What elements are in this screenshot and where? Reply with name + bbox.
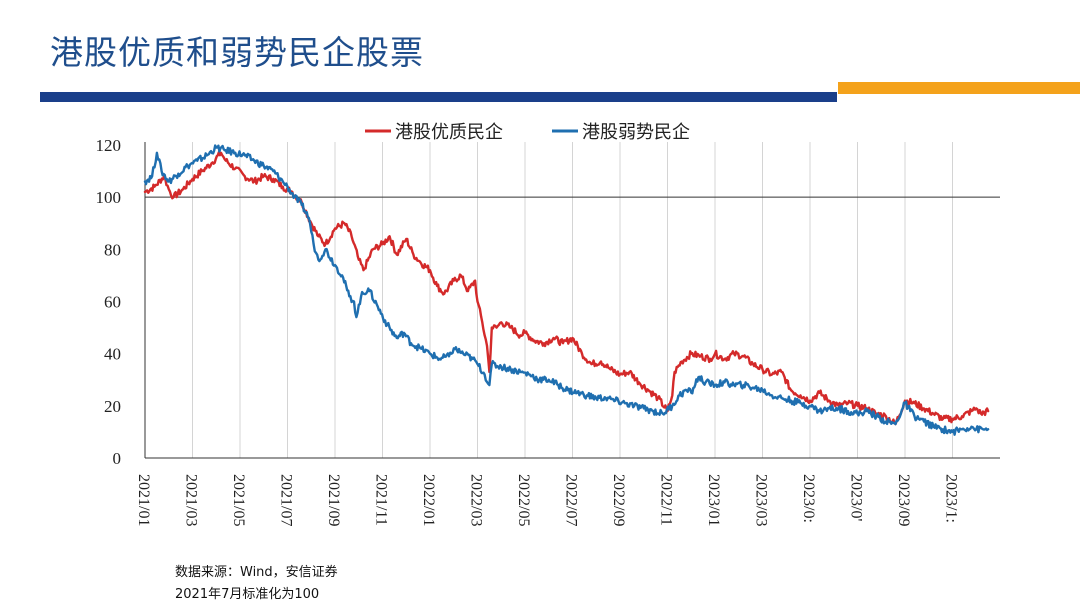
x-tick-label: 2023/0'	[848, 474, 865, 521]
x-tick-label: 2021/05	[230, 474, 247, 526]
series-line-quality	[143, 150, 990, 426]
x-tick-label: 2021/11	[373, 474, 390, 526]
x-tick-label: 2021/01	[135, 474, 152, 526]
legend-label: 港股弱势民企	[582, 122, 690, 143]
y-tick-label: 120	[96, 136, 122, 155]
x-tick-label: 2022/09	[610, 474, 627, 526]
chart-axes: 0 20 40 60 80 100 120 2021/01 2021/03 2021/05 2021…	[96, 136, 1000, 526]
x-tick-label: 2022/03	[468, 474, 485, 526]
x-tick-label: 2022/11	[658, 474, 675, 526]
x-tick-label: 2023/1:	[943, 474, 960, 523]
x-tick-label: 2021/03	[183, 474, 200, 526]
normalization-note: 2021年7月标准化为100	[175, 587, 320, 602]
header-bar-orange	[838, 82, 1080, 94]
y-tick-label: 80	[104, 240, 121, 259]
y-tick-label: 100	[96, 188, 122, 207]
page-title: 港股优质和弱势民企股票	[50, 33, 424, 72]
x-tick-label: 2023/0:	[800, 474, 817, 523]
x-tick-label: 2023/09	[895, 474, 912, 526]
y-tick-label: 40	[104, 345, 121, 364]
series-line-weak	[143, 144, 990, 436]
header-bar-blue	[40, 92, 837, 102]
x-tick-label: 2022/01	[420, 474, 437, 526]
x-tick-label: 2021/07	[278, 474, 295, 526]
y-tick-label: 20	[104, 397, 121, 416]
y-tick-label: 60	[104, 293, 121, 312]
source-note: 数据来源：Wind，安信证券	[175, 565, 338, 580]
x-tick-label: 2022/07	[563, 474, 580, 526]
x-tick-label: 2022/05	[515, 474, 532, 526]
x-tick-label: 2021/09	[325, 474, 342, 526]
y-tick-label: 0	[113, 449, 122, 468]
legend-label: 港股优质民企	[395, 122, 503, 143]
x-tick-label: 2023/01	[705, 474, 722, 526]
chart-series	[143, 144, 990, 436]
chart-legend: 港股优质民企 港股弱势民企	[365, 122, 690, 143]
x-tick-label: 2023/03	[753, 474, 770, 526]
